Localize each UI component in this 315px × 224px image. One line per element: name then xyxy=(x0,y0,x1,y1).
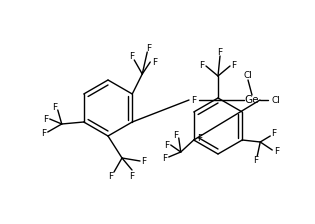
Text: F: F xyxy=(173,131,178,140)
Text: F: F xyxy=(271,129,276,138)
Text: F: F xyxy=(274,146,279,155)
Text: F: F xyxy=(43,114,48,123)
Text: F: F xyxy=(152,58,157,67)
Text: F: F xyxy=(164,140,169,149)
Text: F: F xyxy=(129,52,134,60)
Text: F: F xyxy=(108,172,114,181)
Text: Cl: Cl xyxy=(243,71,252,80)
Text: Ge: Ge xyxy=(245,95,259,105)
Text: F: F xyxy=(129,172,135,181)
Text: F: F xyxy=(199,60,204,69)
Text: F: F xyxy=(41,129,46,138)
Text: F: F xyxy=(141,157,146,166)
Text: F: F xyxy=(192,95,197,105)
Text: Cl: Cl xyxy=(272,95,280,105)
Text: F: F xyxy=(162,153,167,162)
Text: F: F xyxy=(253,155,258,164)
Text: F: F xyxy=(146,43,151,52)
Text: F: F xyxy=(197,134,202,142)
Text: F: F xyxy=(217,47,223,56)
Text: F: F xyxy=(232,60,237,69)
Text: F: F xyxy=(52,103,57,112)
